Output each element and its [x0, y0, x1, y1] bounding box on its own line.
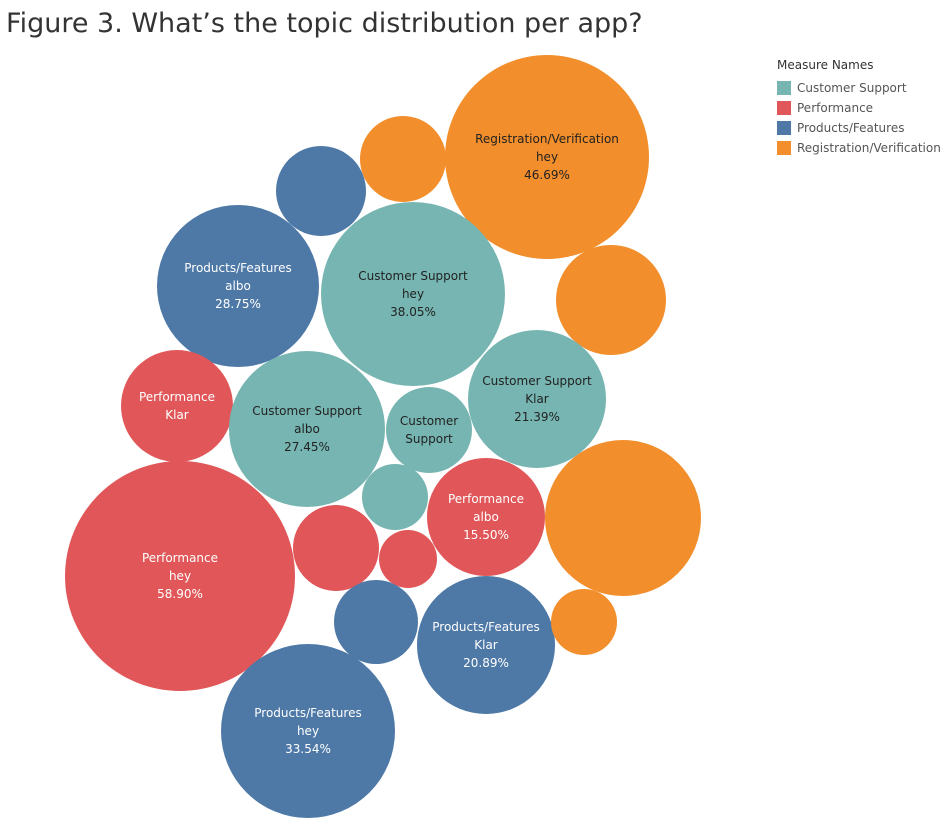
bubble-circle	[321, 202, 505, 386]
bubble-label: Products/Features	[254, 706, 361, 720]
legend-item-customer-support[interactable]: Customer Support	[777, 78, 941, 98]
bubble-label: albo	[294, 422, 320, 436]
bubble-circle	[445, 55, 649, 259]
bubble-circle	[427, 458, 545, 576]
bubble-label: Customer Support	[482, 374, 592, 388]
bubble-label: Klar	[165, 408, 189, 422]
bubble-circle	[417, 576, 555, 714]
bubble-circle	[545, 440, 701, 596]
bubble-circle	[360, 116, 446, 202]
bubble-customer-support[interactable]	[362, 464, 428, 530]
bubble-performance-klar[interactable]: Performance Klar	[121, 350, 233, 462]
bubble-registration-verification[interactable]	[556, 245, 666, 355]
bubble-circle	[276, 146, 366, 236]
bubble-label: Performance	[448, 492, 524, 506]
bubble-circle	[293, 505, 379, 591]
bubble-circle	[221, 644, 395, 818]
bubble-registration-verification[interactable]	[545, 440, 701, 596]
bubble-circle	[362, 464, 428, 530]
bubble-circle	[379, 530, 437, 588]
bubble-registration-verification-hey[interactable]: Registration/Verification hey 46.69%	[445, 55, 649, 259]
bubble-products-features[interactable]	[334, 580, 418, 664]
legend-label: Registration/Verification	[797, 141, 941, 155]
legend-swatch	[777, 101, 791, 115]
bubble-label: 28.75%	[215, 297, 261, 311]
bubble-customer-support-albo[interactable]: Customer Support albo 27.45%	[229, 351, 385, 507]
bubble-registration-verification[interactable]	[360, 116, 446, 202]
legend-item-products-features[interactable]: Products/Features	[777, 118, 941, 138]
bubble-label: Klar	[525, 392, 549, 406]
bubble-circle	[468, 330, 606, 468]
bubble-performance[interactable]	[379, 530, 437, 588]
legend-item-registration-verification[interactable]: Registration/Verification	[777, 138, 941, 158]
bubble-label: 58.90%	[157, 587, 203, 601]
legend-item-performance[interactable]: Performance	[777, 98, 941, 118]
bubble-circle	[65, 461, 295, 691]
bubble-label: 20.89%	[463, 656, 509, 670]
bubble-label: Registration/Verification	[475, 132, 619, 146]
bubble-performance-hey[interactable]: Performance hey 58.90%	[65, 461, 295, 691]
bubble-label: Customer	[400, 414, 458, 428]
legend-title: Measure Names	[777, 58, 874, 72]
bubble-label: hey	[169, 569, 191, 583]
bubble-circle	[556, 245, 666, 355]
legend: Measure Names Customer Support Performan…	[777, 58, 941, 158]
bubble-circle	[229, 351, 385, 507]
bubble-products-features-hey[interactable]: Products/Features hey 33.54%	[221, 644, 395, 818]
bubble-label: 46.69%	[524, 168, 570, 182]
bubble-label: Products/Features	[184, 261, 291, 275]
bubble-label: Performance	[139, 390, 215, 404]
bubble-label: hey	[536, 150, 558, 164]
legend-swatch	[777, 81, 791, 95]
bubble-label: 38.05%	[390, 305, 436, 319]
bubble-label: 33.54%	[285, 742, 331, 756]
bubble-products-features[interactable]	[276, 146, 366, 236]
bubble-label: Customer Support	[358, 269, 468, 283]
bubble-label: hey	[297, 724, 319, 738]
legend-label: Customer Support	[797, 81, 907, 95]
bubble-products-features-klar[interactable]: Products/Features Klar 20.89%	[417, 576, 555, 714]
bubble-circle	[551, 589, 617, 655]
bubble-customer-support[interactable]: Customer Support	[386, 387, 472, 473]
bubble-label: Performance	[142, 551, 218, 565]
bubble-products-features-albo[interactable]: Products/Features albo 28.75%	[157, 205, 319, 367]
bubble-performance[interactable]	[293, 505, 379, 591]
bubble-customer-support-hey[interactable]: Customer Support hey 38.05%	[321, 202, 505, 386]
bubble-label: albo	[473, 510, 499, 524]
legend-swatch	[777, 121, 791, 135]
bubble-label: Products/Features	[432, 620, 539, 634]
bubble-customer-support-klar[interactable]: Customer Support Klar 21.39%	[468, 330, 606, 468]
bubble-label: Klar	[474, 638, 498, 652]
bubble-circle	[386, 387, 472, 473]
bubble-label: Support	[405, 432, 453, 446]
legend-label: Performance	[797, 101, 874, 115]
bubble-label: 27.45%	[284, 440, 330, 454]
bubble-label: 21.39%	[514, 410, 560, 424]
bubble-label: hey	[402, 287, 424, 301]
bubble-label: 15.50%	[463, 528, 509, 542]
bubble-circle	[157, 205, 319, 367]
legend-label: Products/Features	[797, 121, 905, 135]
bubble-performance-albo[interactable]: Performance albo 15.50%	[427, 458, 545, 576]
bubble-circle	[121, 350, 233, 462]
chart-title: Figure 3. What’s the topic distribution …	[6, 8, 643, 39]
bubble-label: albo	[225, 279, 251, 293]
bubble-circle	[334, 580, 418, 664]
bubble-registration-verification[interactable]	[551, 589, 617, 655]
legend-swatch	[777, 141, 791, 155]
bubble-label: Customer Support	[252, 404, 362, 418]
